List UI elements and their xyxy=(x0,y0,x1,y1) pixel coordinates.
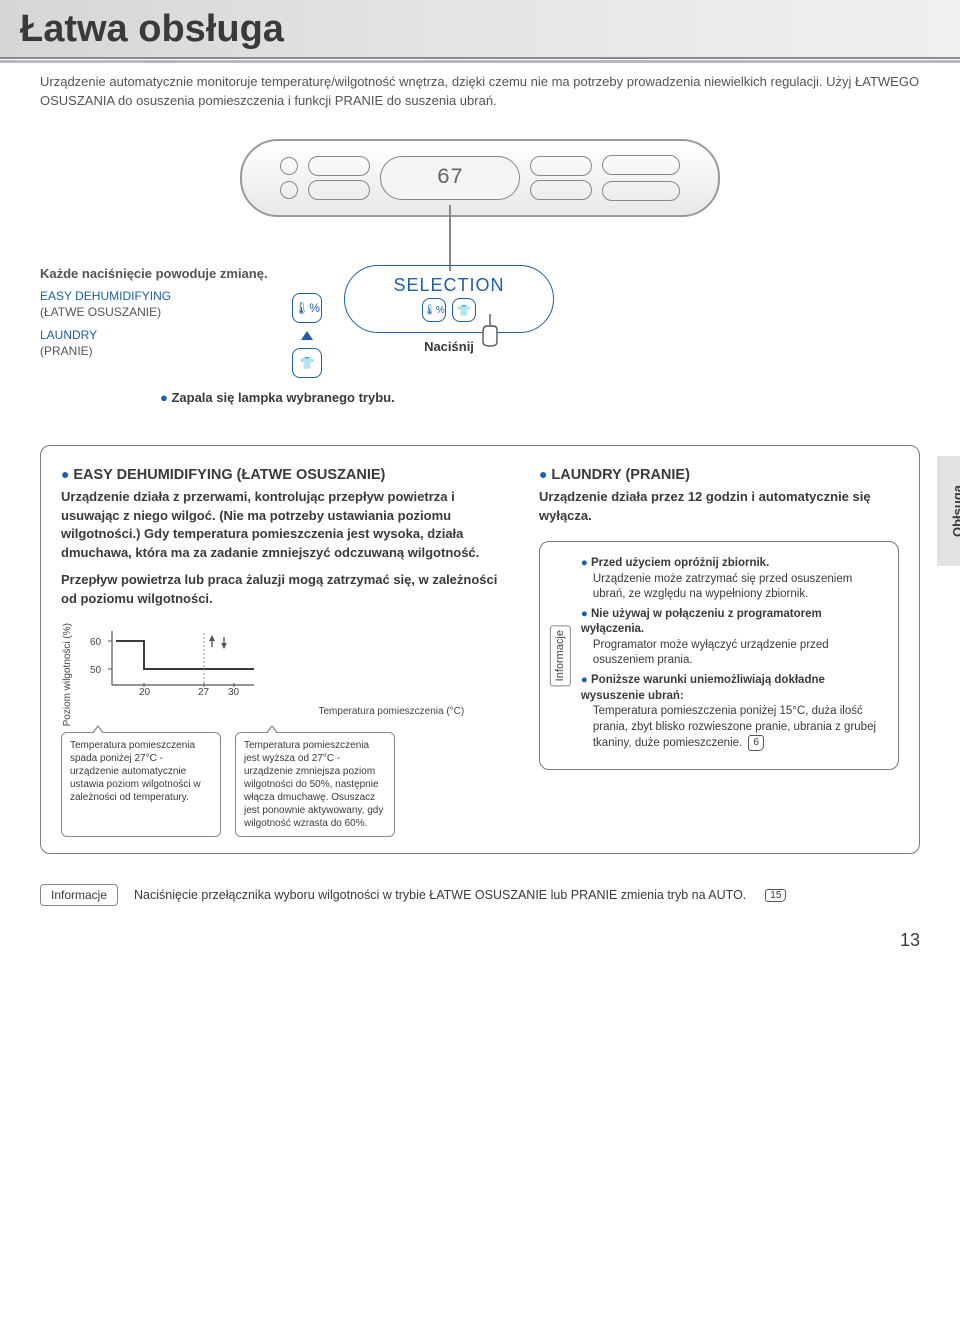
pointer-line xyxy=(449,205,451,271)
selection-header: Każde naciśnięcie powoduje zmianę. xyxy=(40,265,270,283)
press-label: Naciśnij xyxy=(424,339,474,354)
laundry-section-body: Urządzenie działa przez 12 godzin i auto… xyxy=(539,488,899,526)
selection-button[interactable]: SELECTION 🌡% 👕 xyxy=(344,265,554,333)
svg-text:50: 50 xyxy=(90,665,102,676)
shirt-icon: 👕 xyxy=(452,298,476,322)
book-icon: 6 xyxy=(748,735,764,751)
humidity-chart: 60 50 20 27 30 xyxy=(84,623,264,695)
easy-label-en: EASY DEHUMIDIFYING xyxy=(40,288,270,304)
info-item-1-sub: Urządzenie może zatrzymać się przed osus… xyxy=(593,572,884,603)
info-label: Informacje xyxy=(550,625,571,686)
selection-label: SELECTION xyxy=(393,275,504,296)
modes-info-box: EASY DEHUMIDIFYING (ŁATWE OSUSZANIE) Urz… xyxy=(40,445,920,854)
chart-xlabel: Temperatura pomieszczenia (°C) xyxy=(319,706,465,718)
arrow-up-icon xyxy=(301,331,313,340)
side-tab: Obłsuga xyxy=(937,456,960,566)
easy-section-body: Urządzenie działa z przerwami, kontroluj… xyxy=(61,488,513,563)
chart-callout-2: Temperatura pomieszczenia jest wyższa od… xyxy=(235,732,395,837)
laundry-section-title: LAUNDRY (PRANIE) xyxy=(539,464,899,486)
page-title: Łatwa obsługa xyxy=(0,0,960,59)
book-icon: 15 xyxy=(765,889,786,902)
svg-text:30: 30 xyxy=(228,687,240,695)
info-item-3-sub: Temperatura pomieszczenia poniżej 15°C, … xyxy=(593,704,884,751)
easy-section-title: EASY DEHUMIDIFYING (ŁATWE OSUSZANIE) xyxy=(61,464,513,486)
humidity-icon: 🌡% xyxy=(422,298,446,322)
bottom-info-text: Naciśnięcie przełącznika wyboru wilgotno… xyxy=(134,888,746,902)
easy-section-para2: Przepływ powietrza lub praca żaluzji mog… xyxy=(61,571,513,609)
shirt-icon: 👕 xyxy=(292,348,322,378)
info-item-2-sub: Programator może wyłączyć urządzenie prz… xyxy=(593,638,884,669)
laundry-label-en: LAUNDRY xyxy=(40,327,270,343)
info-item-2-bold: Nie używaj w połączeniu z programatorem … xyxy=(581,608,822,636)
bottom-info-tag: Informacje xyxy=(40,884,118,906)
info-box: Informacje Przed użyciem opróżnij zbiorn… xyxy=(539,541,899,770)
svg-text:60: 60 xyxy=(90,637,102,648)
chart-callout-1: Temperatura pomieszczenia spada poniżej … xyxy=(61,732,221,837)
intro-text: Urządzenie automatycznie monitoruje temp… xyxy=(0,59,960,121)
lamp-note: Zapala się lampka wybranego trybu. xyxy=(160,390,920,405)
chart-ylabel: Poziom wilgotności (%) xyxy=(61,623,76,726)
info-item-3-bold: Poniższe warunki uniemożliwiają dokładne… xyxy=(581,674,825,702)
easy-label-sub: (ŁATWE OSUSZANIE) xyxy=(40,304,270,320)
info-item-1-bold: Przed użyciem opróżnij zbiornik. xyxy=(591,557,769,569)
svg-text:27: 27 xyxy=(198,687,210,695)
lcd-display: 67 xyxy=(380,156,520,200)
svg-text:20: 20 xyxy=(139,687,151,695)
laundry-label-sub: (PRANIE) xyxy=(40,343,270,359)
device-panel-graphic: 67 xyxy=(240,139,720,217)
humidity-icon: 🌡% xyxy=(292,293,322,323)
page-number: 13 xyxy=(40,930,920,951)
finger-icon xyxy=(475,312,505,348)
